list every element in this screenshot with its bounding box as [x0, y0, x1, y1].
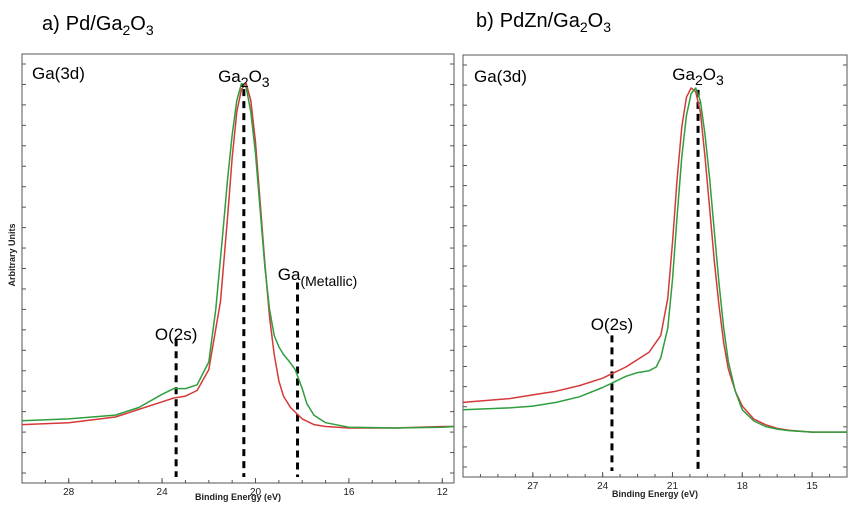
panel-a-traces	[21, 82, 455, 429]
x-tick-label: 24	[597, 481, 609, 492]
panel-b: b) PdZn/Ga2O3 Ga(3d) 27 24 21 18 15 O(2s) Ga2…	[462, 10, 848, 499]
panel-a-x-axis-title: Binding Energy (eV)	[195, 492, 281, 502]
x-tick-label: 20	[250, 487, 262, 498]
panel-a-y-axis-title: Arbitrary Units	[7, 223, 17, 286]
x-tick-label: 12	[437, 487, 449, 498]
o2s-label: O(2s)	[591, 315, 634, 334]
panel-a-markers	[174, 89, 300, 477]
panel-b-y-ticks	[463, 64, 847, 468]
x-tick-label: 16	[343, 487, 355, 498]
o2s-label: O(2s)	[155, 325, 198, 344]
panel-b-traces	[462, 87, 847, 433]
green-spectrum-line	[21, 82, 455, 429]
panel-b-region-label: Ga(3d)	[474, 67, 527, 86]
panel-a-region-label: Ga(3d)	[32, 64, 85, 83]
ga-metallic-label: Ga(Metallic)	[278, 265, 357, 289]
x-tick-label: 24	[157, 487, 169, 498]
x-tick-label: 28	[63, 487, 75, 498]
x-tick-label: 18	[737, 481, 749, 492]
panel-b-x-axis-title: Binding Energy (eV)	[612, 489, 698, 499]
green-spectrum-line	[462, 87, 847, 433]
panel-a-y-ticks	[22, 63, 454, 474]
panel-b-markers	[610, 89, 700, 471]
red-spectrum-line	[21, 82, 454, 429]
panel-a: a) Pd/Ga2O3 Arbitrary Units Ga(3d) 28 24 20…	[7, 13, 455, 502]
panel-b-title: b) PdZn/Ga2O3	[476, 10, 611, 35]
x-tick-label: 15	[807, 481, 819, 492]
panel-a-plot-frame	[21, 53, 455, 484]
panel-b-plot-frame	[462, 54, 848, 478]
panel-a-x-ticks: 28 24 20 16 12	[21, 478, 449, 498]
panel-b-x-ticks: 27 24 21 18 15	[462, 472, 848, 492]
x-tick-label: 27	[527, 481, 539, 492]
x-tick-label: 21	[667, 481, 679, 492]
ga2o3-label: Ga2O3	[672, 65, 724, 88]
panel-a-title: a) Pd/Ga2O3	[42, 13, 154, 38]
ga2o3-label: Ga2O3	[218, 67, 270, 90]
